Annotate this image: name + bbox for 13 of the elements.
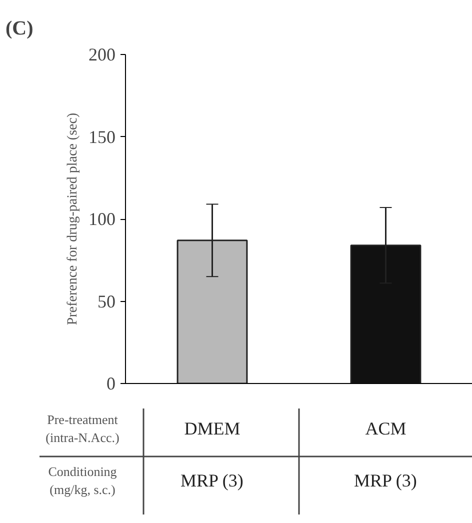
y-axis-title: Preference for drug-paired place (sec) [66, 112, 80, 326]
y-tick-label: 100 [88, 209, 116, 229]
y-tick-label: 150 [88, 126, 116, 147]
text: MRP (3) [180, 470, 244, 490]
text: MRP (3) [354, 470, 417, 490]
x-tick-label: DMEM [184, 418, 240, 438]
x-tick-label: ACM [365, 418, 406, 438]
chart-title: (C) [6, 18, 34, 40]
y-tick-label: 200 [88, 44, 116, 64]
y-tick-label: 0 [106, 374, 116, 394]
text: Pre-treatment (intra-N.Acc.) [46, 412, 120, 445]
y-tick-label: 50 [98, 291, 116, 312]
text: Conditioning (mg/kg, s.c.) [48, 464, 118, 497]
